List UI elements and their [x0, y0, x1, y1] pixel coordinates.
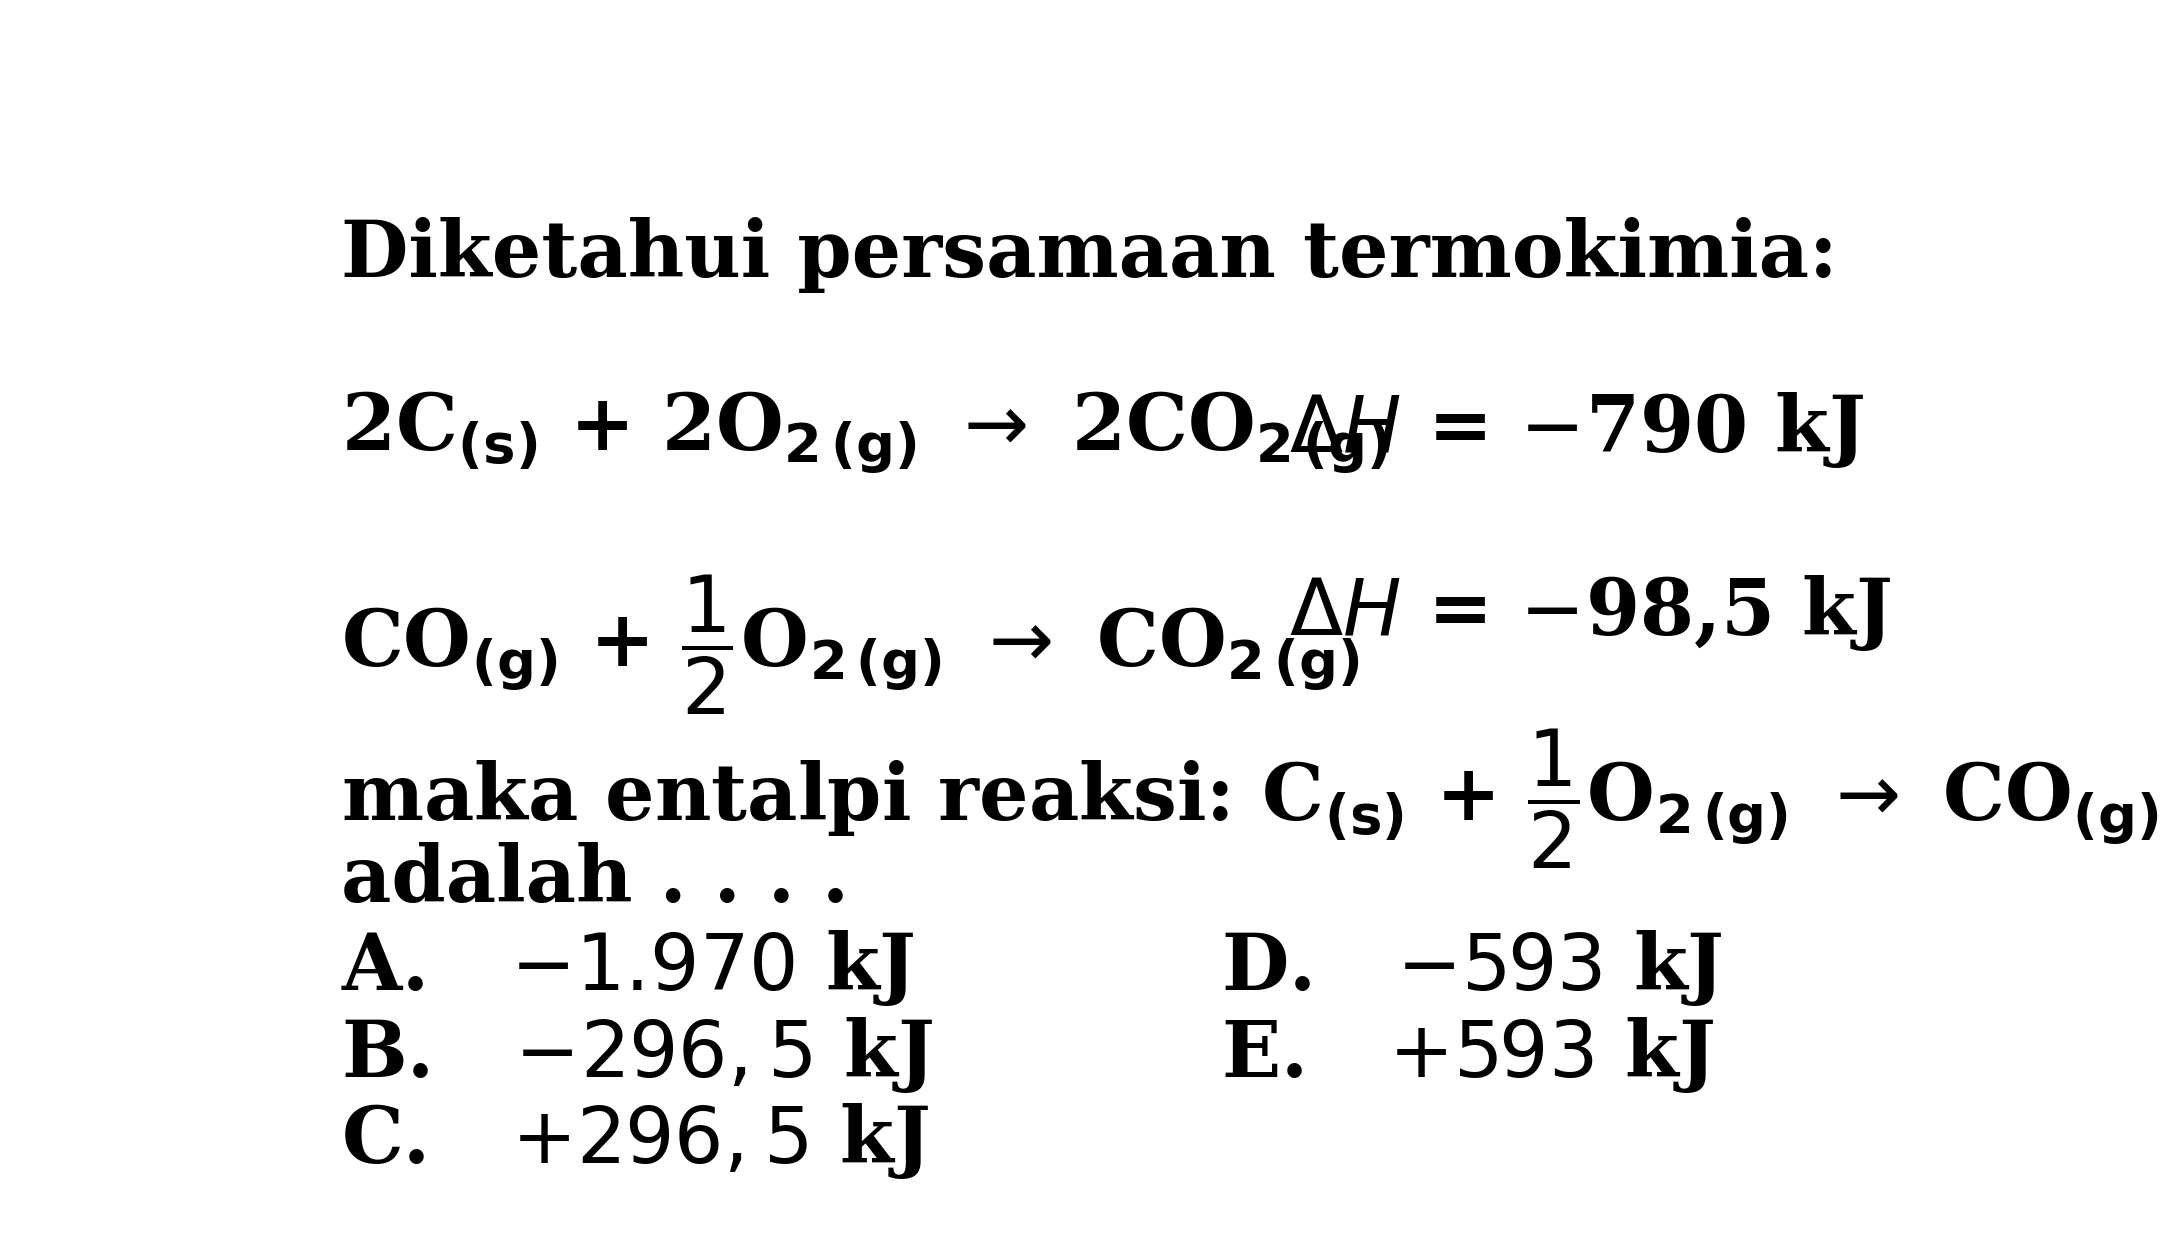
Text: 2C$_{\mathbf{(s)}}$ + 2O$_{\mathbf{2\,(g)}}$ $\rightarrow$ 2CO$_{\mathbf{2\,(g)}: 2C$_{\mathbf{(s)}}$ + 2O$_{\mathbf{2\,(g… [341, 389, 1387, 475]
Text: $\Delta \mathit{H}$ = $-$790 kJ: $\Delta \mathit{H}$ = $-$790 kJ [1289, 389, 1863, 470]
Text: D.   $-593$ kJ: D. $-593$ kJ [1221, 929, 1723, 1008]
Text: maka entalpi reaksi: C$_{\mathbf{(s)}}$ + $\dfrac{1}{2}$O$_{\mathbf{2\,(g)}}$ $\: maka entalpi reaksi: C$_{\mathbf{(s)}}$ … [341, 726, 2158, 871]
Text: A.   $-1.970$ kJ: A. $-1.970$ kJ [341, 929, 915, 1008]
Text: CO$_{\mathbf{(g)}}$ + $\dfrac{1}{2}$O$_{\mathbf{2\,(g)}}$ $\rightarrow$ CO$_{\ma: CO$_{\mathbf{(g)}}$ + $\dfrac{1}{2}$O$_{… [341, 573, 1358, 716]
Text: E.   $+593$ kJ: E. $+593$ kJ [1221, 1015, 1714, 1094]
Text: $\Delta \mathit{H}$ = $-$98,5 kJ: $\Delta \mathit{H}$ = $-$98,5 kJ [1289, 573, 1891, 653]
Text: adalah . . . .: adalah . . . . [341, 841, 850, 917]
Text: B.   $-296,5$ kJ: B. $-296,5$ kJ [341, 1015, 933, 1094]
Text: Diketahui persamaan termokimia:: Diketahui persamaan termokimia: [341, 217, 1837, 293]
Text: C.   $+296,5$ kJ: C. $+296,5$ kJ [341, 1101, 928, 1181]
